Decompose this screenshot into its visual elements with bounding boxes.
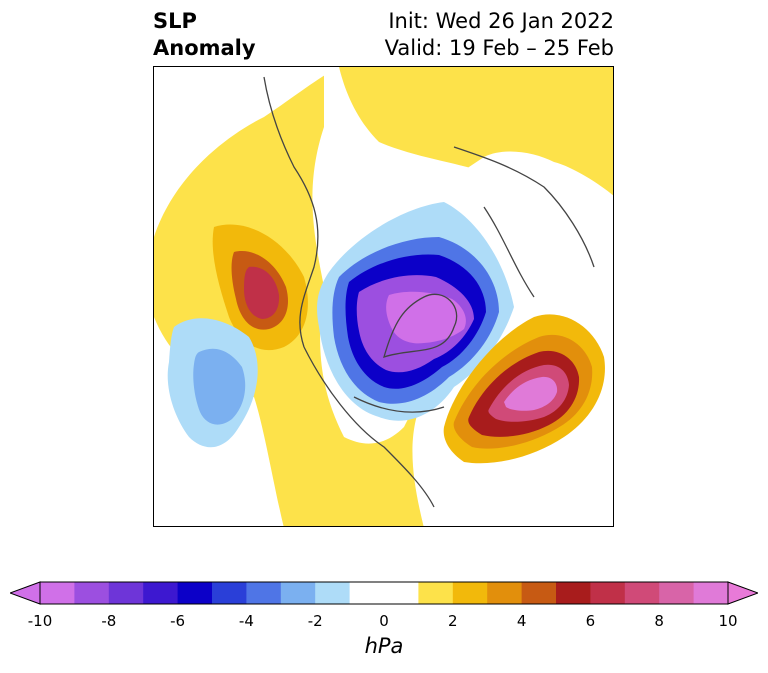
colorbar-segment bbox=[418, 582, 454, 604]
colorbar-tick-label: 8 bbox=[654, 612, 664, 630]
colorbar-segment bbox=[452, 582, 488, 604]
pacific-low-core bbox=[193, 348, 246, 425]
colorbar-segment bbox=[384, 582, 419, 604]
atlantic-high-peak bbox=[504, 376, 558, 411]
colorbar-segment bbox=[487, 582, 523, 604]
colorbar-ticks: -10 -8 -6 -4 -2 0 2 4 6 8 10 bbox=[0, 612, 768, 632]
colorbar-tick-label: -4 bbox=[238, 612, 254, 630]
init-date: Init: Wed 26 Jan 2022 bbox=[388, 9, 614, 33]
colorbar-segment bbox=[108, 582, 144, 604]
colorbar-segment bbox=[521, 582, 557, 604]
colorbar-segment bbox=[212, 582, 247, 604]
colorbar-segment bbox=[74, 582, 110, 604]
na-high-red bbox=[244, 266, 280, 319]
colorbar-segment bbox=[590, 582, 626, 604]
figure-title-right: Init: Wed 26 Jan 2022 Valid: 19 Feb – 25… bbox=[385, 8, 614, 62]
anomaly-map bbox=[153, 66, 614, 527]
valid-range: Valid: 19 Feb – 25 Feb bbox=[384, 36, 614, 60]
colorbar-tick-label: -10 bbox=[27, 612, 53, 630]
colorbar-segment bbox=[556, 582, 591, 604]
colorbar-segment bbox=[659, 582, 695, 604]
colorbar-segment bbox=[624, 582, 660, 604]
colorbar-segment bbox=[315, 582, 351, 604]
coastlines bbox=[263, 76, 595, 508]
colorbar bbox=[10, 581, 758, 605]
arctic-low-peak bbox=[386, 291, 466, 344]
colorbar-segment bbox=[246, 582, 282, 604]
colorbar-tick-label: 4 bbox=[516, 612, 527, 630]
colorbar-tick-label: -2 bbox=[307, 612, 323, 630]
anomaly-map-svg bbox=[154, 67, 613, 526]
colorbar-tick-label: 2 bbox=[448, 612, 458, 630]
colorbar-segment bbox=[40, 582, 75, 604]
figure-title-left: SLP Anomaly bbox=[153, 8, 256, 62]
colorbar-units: hPa bbox=[364, 634, 404, 658]
colorbar-segment bbox=[143, 582, 179, 604]
colorbar-tick-label: -6 bbox=[170, 612, 186, 630]
colorbar-segment bbox=[280, 582, 316, 604]
colorbar-tick-label: -8 bbox=[101, 612, 117, 630]
colorbar-segment bbox=[349, 582, 385, 604]
colorbar-extend-low bbox=[10, 581, 41, 605]
colorbar-segment bbox=[177, 582, 213, 604]
colorbar-tick-label: 6 bbox=[585, 612, 596, 630]
colorbar-extend-high bbox=[727, 581, 758, 605]
colorbar-tick-label: 10 bbox=[718, 612, 738, 630]
colorbar-tick-label: 0 bbox=[379, 612, 389, 630]
colorbar-outline bbox=[39, 581, 729, 605]
variable-name: SLP bbox=[153, 9, 197, 33]
colorbar-segment bbox=[693, 582, 729, 604]
variable-type: Anomaly bbox=[153, 36, 256, 60]
